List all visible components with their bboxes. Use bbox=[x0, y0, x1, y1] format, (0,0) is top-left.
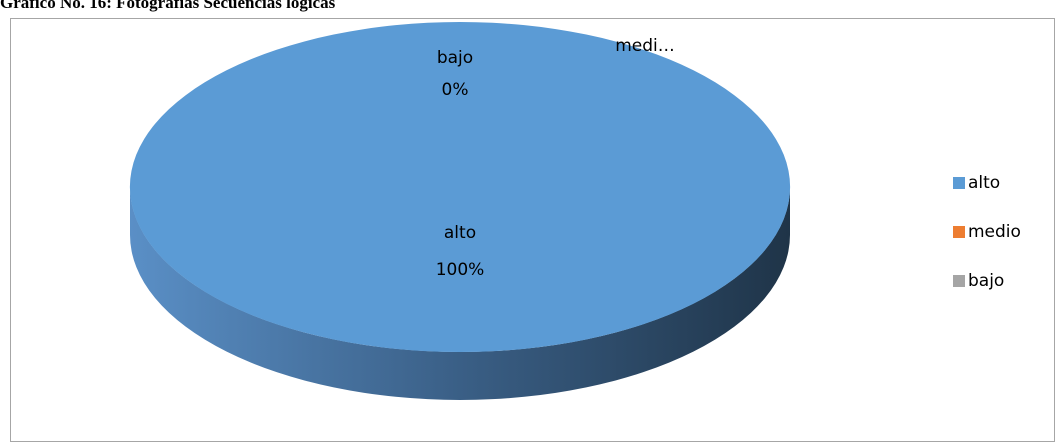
pie-side bbox=[130, 187, 790, 400]
legend-label: medio bbox=[968, 222, 1021, 242]
legend-label: bajo bbox=[968, 271, 1004, 291]
legend-swatch bbox=[953, 226, 965, 238]
legend-swatch bbox=[953, 275, 965, 287]
legend-swatch bbox=[953, 177, 965, 189]
data-label-name: bajo bbox=[437, 48, 473, 68]
legend-label: alto bbox=[968, 173, 1000, 193]
data-label-value: 0% bbox=[442, 80, 469, 100]
data-label-name: medi… bbox=[615, 36, 675, 56]
data-label-value: 100% bbox=[436, 260, 485, 280]
pie-slice bbox=[129, 21, 791, 352]
chart-title: Grafico No. 16: Fotografias Secuencias l… bbox=[0, 0, 336, 12]
data-label-name: alto bbox=[444, 223, 476, 243]
